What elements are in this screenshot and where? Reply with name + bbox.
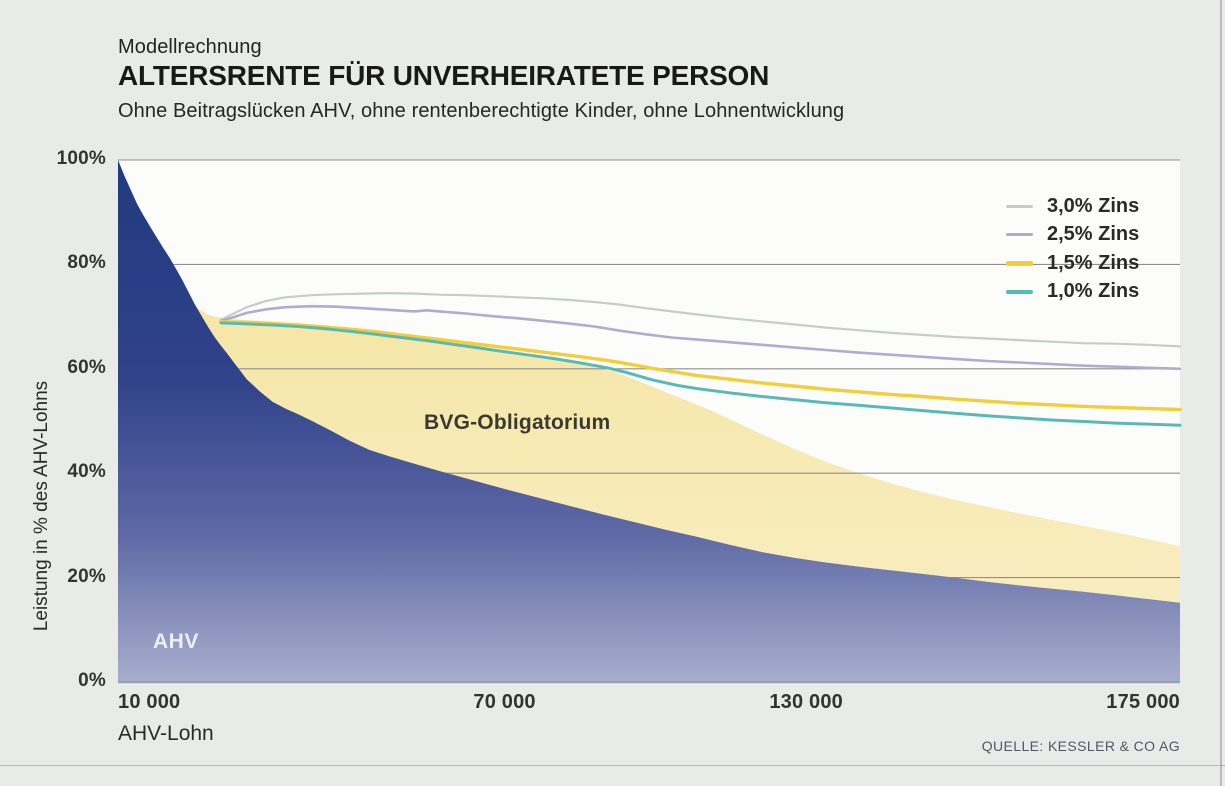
y-tick-80: 80% xyxy=(67,252,106,274)
legend-swatch-icon xyxy=(1006,204,1033,208)
x-axis-title: AHV-Lohn xyxy=(118,722,214,745)
legend-swatch-icon xyxy=(1006,260,1033,266)
series-line-3 xyxy=(219,321,1182,427)
y-tick-100: 100% xyxy=(56,148,106,169)
legend-swatch-icon xyxy=(1006,233,1033,237)
y-tick-0: 0% xyxy=(78,670,106,691)
area-label-bvg: BVG-Obligatorium xyxy=(424,411,611,434)
frame-right-border xyxy=(1220,0,1222,786)
y-tick-40: 40% xyxy=(67,461,106,483)
y-axis-title: Leistung in % des AHV-Lohns xyxy=(31,380,52,632)
x-tick-10000: 10 000 xyxy=(118,691,181,713)
x-tick-130000: 130 000 xyxy=(769,691,844,713)
y-tick-60: 60% xyxy=(67,356,106,378)
x-tick-175000: 175 000 xyxy=(1106,691,1180,713)
frame-bottom-line xyxy=(0,765,1225,766)
legend-item-3: 1,0% Zins xyxy=(1006,278,1139,307)
ahv-area xyxy=(118,160,1180,682)
chart-legend: 3,0% Zins 2,5% Zins 1,5% Zins 1,0% Zins xyxy=(1006,192,1139,306)
area-label-ahv: AHV xyxy=(153,630,199,653)
legend-label: 3,0% Zins xyxy=(1047,194,1140,217)
legend-label: 1,0% Zins xyxy=(1047,280,1140,303)
legend-label: 1,5% Zins xyxy=(1047,251,1140,274)
legend-swatch-icon xyxy=(1006,289,1033,294)
series-line-0 xyxy=(219,292,1182,348)
chart-kicker: Modellrechnung xyxy=(118,36,262,58)
x-tick-70000: 70 000 xyxy=(473,691,536,713)
source-credit: QUELLE: KESSLER & CO AG xyxy=(981,738,1180,754)
legend-label: 2,5% Zins xyxy=(1047,223,1140,246)
legend-item-2: 1,5% Zins xyxy=(1006,249,1139,278)
series-line-1 xyxy=(219,304,1182,371)
legend-item-1: 2,5% Zins xyxy=(1006,221,1139,250)
series-line-2 xyxy=(219,320,1182,412)
chart-title: ALTERSRENTE FÜR UNVERHEIRATETE PERSON xyxy=(118,60,770,91)
y-tick-20: 20% xyxy=(67,565,106,587)
chart-subtitle: Ohne Beitragslücken AHV, ohne rentenbere… xyxy=(118,100,845,122)
legend-item-0: 3,0% Zins xyxy=(1006,192,1139,221)
